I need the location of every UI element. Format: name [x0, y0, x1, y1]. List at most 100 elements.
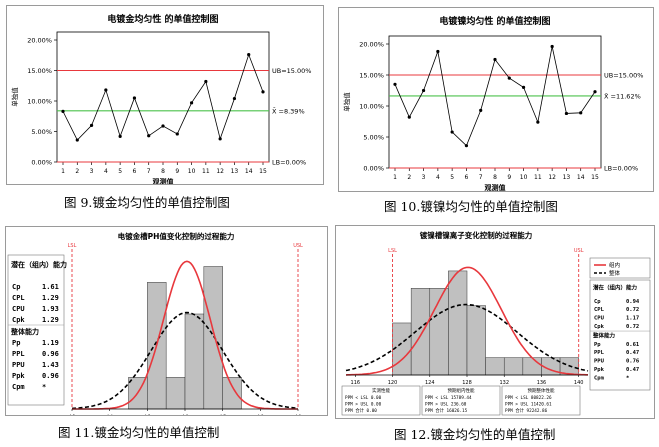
histogram-bar: [392, 322, 412, 376]
stat-name: Cpm: [594, 375, 605, 381]
stat-name: CPU: [12, 305, 25, 313]
figure-12-caption: 图 12.镀金均匀性的单值控制: [394, 427, 556, 442]
stat-value: 0.76: [626, 359, 640, 365]
overall-curve: [345, 303, 589, 372]
x-tick-label: 1: [393, 174, 397, 181]
legend-within-label: 组内: [609, 261, 620, 269]
y-tick-label: 10.00%: [27, 98, 52, 106]
histogram-bar: [503, 357, 524, 376]
legend-overall-label: 整体: [609, 269, 621, 277]
chart-title: 电镀镍均匀性 的单值控制图: [439, 15, 550, 27]
data-point: [393, 82, 397, 86]
x-tick-label: 13: [563, 174, 571, 181]
stat-name: PPL: [594, 350, 605, 356]
stat-value: 1.93: [42, 305, 59, 313]
stat-value: 0.47: [626, 350, 639, 356]
lsl-label: LSL: [68, 243, 77, 249]
stat-name: PPU: [12, 361, 25, 369]
overall-capability-title: 整体能力: [593, 331, 616, 339]
plot-frame: [388, 35, 602, 169]
data-point: [147, 134, 151, 138]
y-tick-label: 10.00%: [359, 103, 384, 111]
x-tick-label: 2: [75, 168, 79, 175]
histogram-bar: [466, 305, 486, 376]
figure-11-caption: 图 11.镀金均匀性的单值控制: [58, 425, 220, 440]
lcl-label: LB=0.00%: [272, 159, 306, 167]
x-tick-label: 2: [407, 174, 411, 181]
data-point: [464, 144, 469, 148]
x-tick-label: 116: [351, 380, 361, 386]
x-tick-label: 128: [462, 380, 472, 386]
y-axis-label: 单独值: [10, 87, 19, 107]
stat-value: 0.72: [626, 324, 639, 330]
expected-within-performance-box: [421, 385, 501, 416]
stat-value: 1.17: [626, 316, 639, 322]
data-point: [204, 79, 208, 84]
stat-value: 0.72: [626, 307, 639, 313]
data-point: [421, 88, 426, 93]
x-tick-label: 124: [425, 380, 435, 386]
within-capability-title: 潜在（组内）能力: [11, 260, 67, 269]
histogram-bar: [165, 377, 186, 410]
stat-name: PPU: [594, 359, 605, 365]
stat-value: 1.29: [42, 294, 59, 302]
histogram-bar: [522, 357, 542, 376]
x-tick-label: 15: [259, 168, 267, 175]
x-tick-label: 4.6: [182, 414, 189, 415]
data-point: [89, 123, 94, 127]
stat-value: 1.19: [42, 339, 59, 347]
y-tick-label: 5.00%: [31, 128, 52, 136]
data-point: [536, 120, 540, 124]
x-axis-label: 观测值: [153, 177, 174, 184]
data-point: [61, 109, 65, 113]
within-curve: [345, 266, 588, 376]
expected-within-performance-row: PPM < LSL 15789.44: [425, 395, 472, 401]
stat-value: 0.94: [626, 299, 640, 305]
x-tick-label: 6: [465, 174, 469, 181]
chart-title: 电镀金均匀性 的单值控制图: [107, 13, 218, 25]
stat-value: 1.61: [42, 283, 59, 291]
control-chart-nickel: 电镀镍均匀性 的单值控制图 0.00% 5.00% 10.00% 15.00% 20.00…: [342, 15, 643, 192]
overall-capability-title: 整体能力: [10, 327, 39, 336]
usl-label: USL: [574, 248, 584, 254]
x-tick-label: 120: [388, 380, 398, 386]
y-tick-label: 5.00%: [363, 134, 384, 142]
data-point: [593, 90, 597, 94]
figure-9-caption: 图 9.镀金均匀性的单值控制图: [64, 195, 230, 210]
stat-value: 1.43: [42, 361, 59, 369]
stat-name: Ppk: [594, 367, 605, 373]
stat-name: CPL: [594, 307, 605, 313]
histogram-bar: [222, 377, 242, 410]
y-tick-label: 20.00%: [359, 41, 384, 49]
x-tick-label: 10: [520, 174, 528, 181]
ucl-label: UB=15.00%: [272, 67, 311, 75]
stat-name: Cp: [12, 283, 20, 291]
data-point: [218, 137, 222, 141]
x-tick-label: 3: [90, 168, 94, 175]
within-capability-title: 潜在（组内）能力: [593, 283, 638, 291]
x-tick-label: 10: [188, 168, 196, 175]
data-point: [175, 132, 179, 136]
x-tick-label: 4.3: [69, 414, 76, 415]
y-tick-label: 15.00%: [359, 72, 384, 80]
plot-frame: [56, 31, 270, 163]
x-tick-label: 7: [479, 174, 483, 181]
expected-overall-performance-row: PPM 合计 92242.86: [505, 407, 548, 414]
data-point: [261, 90, 265, 94]
histogram-bar: [203, 266, 223, 410]
x-tick-label: 1: [61, 168, 65, 175]
expected-within-performance-title: 预期组内性能: [448, 387, 475, 394]
data-point: [75, 138, 79, 142]
center-label: X̄ =11.62%: [604, 91, 641, 100]
stat-name: CPU: [594, 316, 605, 322]
data-point: [564, 111, 569, 116]
data-point: [104, 88, 108, 92]
chart-title: 电镀金槽PH值变化控制的过程能力: [118, 231, 235, 241]
data-point: [550, 44, 554, 49]
data-point: [232, 96, 237, 101]
x-tick-label: 3: [422, 174, 426, 181]
x-tick-label: 12: [548, 174, 556, 181]
expected-within-performance-row: PPM > USL 236.60: [425, 402, 467, 408]
x-axis-label: 观测值: [485, 183, 506, 191]
observed-performance-title: 实测性能: [372, 387, 390, 394]
